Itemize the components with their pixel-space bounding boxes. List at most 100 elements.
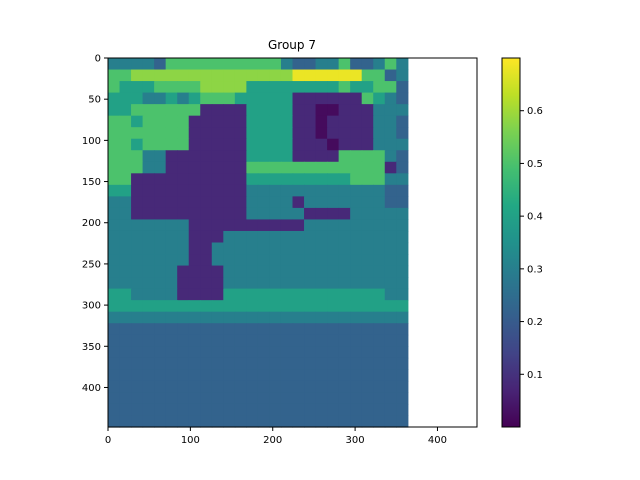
heatmap-cell — [223, 415, 236, 428]
heatmap-cell — [234, 58, 247, 71]
heatmap-cell — [108, 58, 121, 71]
heatmap-cell — [292, 207, 305, 221]
heatmap-cell — [131, 242, 144, 255]
heatmap-cell — [338, 334, 351, 347]
heatmap-cell — [142, 415, 155, 428]
heatmap-cell — [211, 81, 224, 94]
heatmap-cell — [257, 357, 271, 370]
heatmap-cell — [315, 346, 328, 359]
heatmap-cell — [131, 127, 144, 140]
heatmap-cell — [119, 81, 132, 94]
heatmap-cell — [165, 265, 178, 278]
heatmap-cell — [108, 288, 121, 301]
heatmap-cell — [142, 392, 155, 405]
heatmap-cell — [142, 230, 155, 244]
heatmap-cell — [280, 115, 294, 128]
heatmap-cell — [223, 254, 236, 267]
heatmap-cell — [315, 92, 328, 105]
heatmap-cell — [223, 81, 236, 94]
heatmap-cell — [361, 138, 374, 151]
heatmap-cell — [119, 161, 132, 174]
heatmap-cell — [246, 346, 259, 359]
heatmap-cell — [154, 403, 167, 417]
heatmap-cell — [131, 369, 144, 382]
heatmap-cell — [154, 81, 167, 94]
colorbar-tick-label: 0.5 — [527, 159, 543, 170]
heatmap-cell — [304, 334, 317, 347]
heatmap-cell — [188, 265, 201, 278]
heatmap-cell — [396, 380, 409, 394]
heatmap-cell — [350, 357, 363, 370]
heatmap-cell — [154, 230, 167, 244]
heatmap-cell — [338, 92, 351, 105]
heatmap-cell — [165, 242, 178, 255]
heatmap-cell — [350, 277, 363, 290]
heatmap-cell — [315, 415, 328, 428]
heatmap-cell — [327, 219, 340, 232]
heatmap-cell — [257, 219, 271, 232]
heatmap-cell — [292, 415, 305, 428]
heatmap-cell — [246, 265, 259, 278]
heatmap-cell — [361, 230, 374, 244]
heatmap-cell — [280, 92, 294, 105]
heatmap-cell — [177, 219, 190, 232]
heatmap-cell — [361, 254, 374, 267]
heatmap-cell — [131, 104, 144, 117]
heatmap-cell — [165, 357, 178, 370]
heatmap-cell — [257, 311, 271, 324]
heatmap-cell — [373, 207, 386, 221]
heatmap-cell — [223, 219, 236, 232]
heatmap-cell — [304, 369, 317, 382]
heatmap-cell — [304, 219, 317, 232]
heatmap-cell — [131, 150, 144, 163]
heatmap-cell — [108, 369, 121, 382]
chart-title: Group 7 — [268, 38, 316, 52]
heatmap-cell — [350, 334, 363, 347]
heatmap-cell — [234, 369, 247, 382]
heatmap-cell — [396, 323, 409, 336]
y-tick-label: 300 — [82, 301, 101, 312]
heatmap-cell — [188, 380, 201, 394]
heatmap-cell — [315, 357, 328, 370]
heatmap-cell — [177, 127, 190, 140]
heatmap-cell — [234, 92, 247, 105]
heatmap-cell — [177, 115, 190, 128]
heatmap-cell — [350, 403, 363, 417]
heatmap-cell — [338, 311, 351, 324]
heatmap-cell — [223, 334, 236, 347]
heatmap-cell — [304, 115, 317, 128]
heatmap-cell — [188, 161, 201, 174]
heatmap-cell — [246, 207, 259, 221]
heatmap-cell — [131, 138, 144, 151]
heatmap-cell — [119, 242, 132, 255]
heatmap-cell — [154, 138, 167, 151]
heatmap-cell — [131, 58, 144, 71]
heatmap-cell — [373, 219, 386, 232]
colorbar-tick-label: 0.3 — [527, 264, 543, 275]
heatmap-cell — [315, 380, 328, 394]
heatmap-cell — [396, 403, 409, 417]
heatmap-cell — [361, 104, 374, 117]
heatmap-cell — [131, 415, 144, 428]
heatmap-cell — [188, 392, 201, 405]
heatmap-cell — [315, 311, 328, 324]
heatmap-cell — [304, 311, 317, 324]
heatmap-cell — [304, 92, 317, 105]
heatmap-cell — [257, 265, 271, 278]
heatmap-cell — [188, 334, 201, 347]
heatmap-cell — [315, 242, 328, 255]
heatmap-cell — [154, 311, 167, 324]
heatmap-cell — [304, 346, 317, 359]
heatmap-cell — [327, 277, 340, 290]
x-tick-label: 0 — [105, 435, 111, 446]
heatmap-cell — [361, 311, 374, 324]
heatmap-cell — [142, 150, 155, 163]
heatmap-cell — [384, 230, 397, 244]
heatmap-cell — [350, 92, 363, 105]
heatmap-cell — [188, 346, 201, 359]
heatmap-cell — [177, 104, 190, 117]
heatmap-cell — [131, 265, 144, 278]
heatmap-cell — [234, 311, 247, 324]
heatmap-cell — [165, 196, 178, 209]
heatmap-cell — [142, 58, 155, 71]
